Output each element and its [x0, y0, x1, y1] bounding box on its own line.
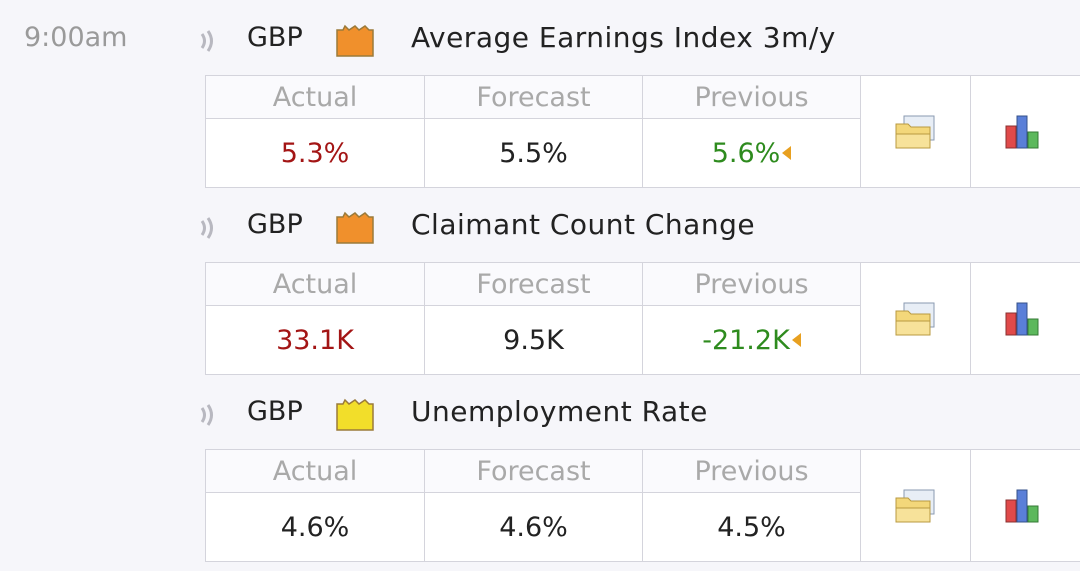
currency: GBP: [247, 396, 303, 427]
detail-icon: [895, 302, 934, 335]
event-title: Average Earnings Index 3m/y: [411, 21, 836, 54]
event-title: Unemployment Rate: [411, 395, 708, 428]
currency: GBP: [247, 209, 303, 240]
forecast-cell: 9.5K: [424, 305, 643, 375]
previous-cell: 5.6%: [642, 118, 861, 188]
actual-value: 5.3%: [280, 137, 350, 169]
actual-cell: 4.6%: [205, 492, 425, 562]
column-header: Previous: [642, 449, 861, 493]
detail-button[interactable]: [860, 75, 971, 188]
detail-button[interactable]: [860, 449, 971, 562]
actual-cell: 33.1K: [205, 305, 425, 375]
previous-value: 4.5%: [717, 511, 786, 543]
actual-cell: 5.3%: [205, 118, 425, 188]
detail-icon: [895, 115, 934, 148]
impact-glyph: [336, 211, 374, 244]
previous-value: -21.2K: [702, 324, 790, 356]
sound-glyph: [200, 217, 213, 239]
column-header: Forecast: [424, 75, 643, 119]
forecast-value: 9.5K: [503, 324, 564, 356]
currency: GBP: [247, 22, 303, 53]
impact-glyph: [336, 398, 374, 431]
previous-value: 5.6%: [711, 137, 781, 169]
forecast-value: 5.5%: [499, 137, 568, 169]
chart-icon: [1005, 302, 1038, 335]
sound-icon: [198, 400, 218, 430]
forecast-cell: 5.5%: [424, 118, 643, 188]
chart-button[interactable]: [970, 75, 1080, 188]
previous-cell: 4.5%: [642, 492, 861, 562]
impact-icon: [335, 398, 375, 432]
column-header: Actual: [205, 75, 425, 119]
chart-icon: [1005, 115, 1038, 148]
revision-arrow: [782, 146, 792, 160]
forecast-cell: 4.6%: [424, 492, 643, 562]
impact-icon: [335, 24, 375, 58]
detail-button[interactable]: [860, 262, 971, 375]
column-header: Previous: [642, 262, 861, 306]
sound-glyph: [200, 30, 213, 52]
chart-button[interactable]: [970, 449, 1080, 562]
sound-glyph: [200, 404, 213, 426]
chart-icon: [1005, 489, 1038, 522]
forecast-value: 4.6%: [499, 511, 568, 543]
impact-glyph: [336, 24, 374, 57]
column-header: Actual: [205, 262, 425, 306]
detail-icon: [895, 489, 934, 522]
actual-value: 33.1K: [276, 324, 354, 356]
sound-icon: [198, 213, 218, 243]
revision-arrow: [791, 333, 801, 347]
chart-button[interactable]: [970, 262, 1080, 375]
impact-icon: [335, 211, 375, 245]
column-header: Forecast: [424, 262, 643, 306]
previous-cell: -21.2K: [642, 305, 861, 375]
sound-icon: [198, 26, 218, 56]
actual-value: 4.6%: [280, 511, 350, 543]
column-header: Forecast: [424, 449, 643, 493]
column-header: Previous: [642, 75, 861, 119]
event-title: Claimant Count Change: [411, 208, 756, 241]
column-header: Actual: [205, 449, 425, 493]
event-time: 9:00am: [24, 22, 128, 53]
